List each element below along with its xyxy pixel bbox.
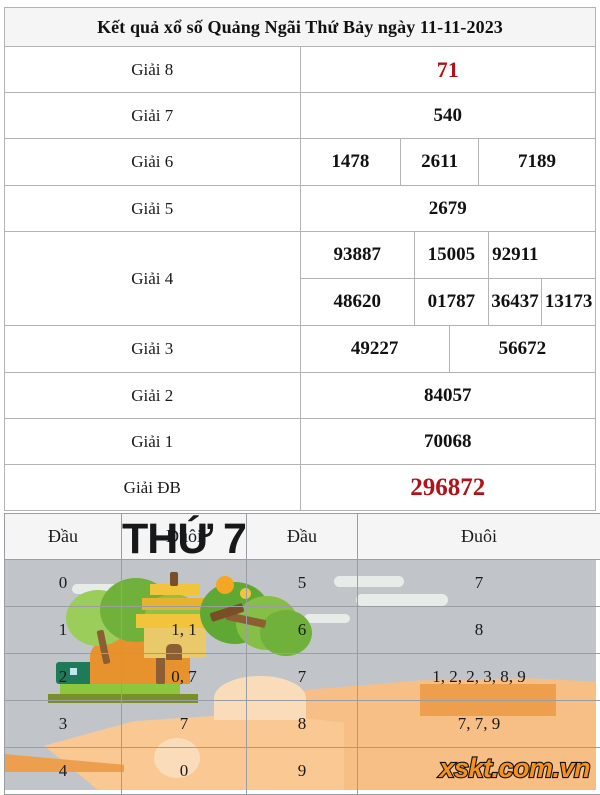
prize-value-4-1: 93887 — [301, 232, 415, 279]
prize-subrow-4-bottom: 48620 01787 36437 13173 — [301, 279, 596, 326]
summary-header-dau-right: Đầu — [247, 514, 358, 560]
summary-duoi-left-3: 7 — [122, 701, 247, 748]
summary-dau-left-3: 3 — [5, 701, 122, 748]
prize-subtable-3: 49227 56672 — [301, 326, 596, 372]
prize-value-4-7: 13173 — [542, 279, 595, 326]
summary-dau-left-2: 2 — [5, 654, 122, 701]
prize-label-3: Giải 3 — [5, 326, 301, 373]
prize-value-6-1: 1478 — [301, 139, 401, 185]
prize-value-1: 70068 — [300, 419, 596, 465]
prize-value-db: 296872 — [300, 465, 596, 511]
table-row-prize-8: Giải 8 71 — [5, 47, 596, 93]
table-row: 3 7 8 7, 7, 9 — [5, 701, 600, 748]
table-row-prize-db: Giải ĐB 296872 — [5, 465, 596, 511]
summary-dau-right-0: 5 — [247, 560, 358, 607]
table-row: 2 0, 7 7 1, 2, 2, 3, 8, 9 — [5, 654, 600, 701]
table-row-prize-5: Giải 5 2679 — [5, 186, 596, 232]
summary-dau-left-1: 1 — [5, 607, 122, 654]
summary-duoi-right-1: 8 — [358, 607, 600, 654]
prize-results-table: Kết quả xổ số Quảng Ngãi Thứ Bảy ngày 11… — [4, 7, 596, 511]
prize-value-4-2: 15005 — [414, 232, 488, 279]
prize-value-3-2: 56672 — [449, 326, 595, 372]
prize-value-4-6: 36437 — [488, 279, 541, 326]
summary-dau-left-4: 4 — [5, 748, 122, 795]
prize-value-4-3: 92911 — [488, 232, 541, 279]
summary-header-duoi-right: Đuôi — [358, 514, 600, 560]
prize-value-5: 2679 — [300, 186, 596, 232]
table-row: 1 1, 1 6 8 — [5, 607, 600, 654]
table-row-prize-3: Giải 3 49227 56672 — [5, 326, 596, 373]
prize-label-8: Giải 8 — [5, 47, 301, 93]
page-title: Kết quả xổ số Quảng Ngãi Thứ Bảy ngày 11… — [5, 8, 596, 47]
summary-header-dau-left: Đầu — [5, 514, 122, 560]
prize-value-8: 71 — [300, 47, 596, 93]
prize-label-2: Giải 2 — [5, 373, 301, 419]
prize-label-5: Giải 5 — [5, 186, 301, 232]
prize-subtable-6: 1478 2611 7189 — [301, 139, 596, 185]
prize-value-4-5: 01787 — [414, 279, 488, 326]
summary-dau-right-4: 9 — [247, 748, 358, 795]
table-row-prize-1: Giải 1 70068 — [5, 419, 596, 465]
prize-value-2: 84057 — [300, 373, 596, 419]
prize-label-db: Giải ĐB — [5, 465, 301, 511]
site-logo-watermark: xskt.com.vn — [439, 753, 590, 784]
summary-duoi-left-4: 0 — [122, 748, 247, 795]
prize-value-7: 540 — [300, 93, 596, 139]
summary-dau-right-2: 7 — [247, 654, 358, 701]
prize-value-group-3: 49227 56672 — [300, 326, 596, 373]
weekday-watermark: THỨ 7 — [122, 515, 246, 564]
summary-duoi-left-2: 0, 7 — [122, 654, 247, 701]
prize-value-4-4: 48620 — [301, 279, 415, 326]
summary-duoi-right-2: 1, 2, 2, 3, 8, 9 — [358, 654, 600, 701]
table-row-prize-4: Giải 4 93887 15005 92911 48620 01787 — [5, 232, 596, 326]
summary-header-row: Đầu Đuôi Đầu Đuôi — [5, 514, 600, 560]
prize-subrow-4-top: 93887 15005 92911 — [301, 232, 596, 279]
summary-duoi-left-1: 1, 1 — [122, 607, 247, 654]
prize-label-6: Giải 6 — [5, 139, 301, 186]
summary-duoi-right-0: 7 — [358, 560, 600, 607]
prize-value-6-3: 7189 — [478, 139, 595, 185]
prize-value-3-1: 49227 — [301, 326, 450, 372]
head-tail-summary: THỨ 7 Đầu Đuôi Đầu Đuôi 0 5 7 1 — [4, 513, 596, 790]
prize-value-6-2: 2611 — [401, 139, 479, 185]
table-row-prize-2: Giải 2 84057 — [5, 373, 596, 419]
prize-subtable-4: 93887 15005 92911 48620 01787 36437 1317… — [301, 232, 596, 325]
summary-duoi-left-0 — [122, 560, 247, 607]
summary-dau-right-3: 8 — [247, 701, 358, 748]
summary-dau-left-0: 0 — [5, 560, 122, 607]
summary-duoi-right-3: 7, 7, 9 — [358, 701, 600, 748]
table-title-row: Kết quả xổ số Quảng Ngãi Thứ Bảy ngày 11… — [5, 8, 596, 47]
prize-label-7: Giải 7 — [5, 93, 301, 139]
table-row: 0 5 7 — [5, 560, 600, 607]
prize-value-group-6: 1478 2611 7189 — [300, 139, 596, 186]
prize-value-group-4: 93887 15005 92911 48620 01787 36437 1317… — [300, 232, 596, 326]
summary-dau-right-1: 6 — [247, 607, 358, 654]
prize-label-1: Giải 1 — [5, 419, 301, 465]
table-row-prize-6: Giải 6 1478 2611 7189 — [5, 139, 596, 186]
prize-label-4: Giải 4 — [5, 232, 301, 326]
table-row-prize-7: Giải 7 540 — [5, 93, 596, 139]
